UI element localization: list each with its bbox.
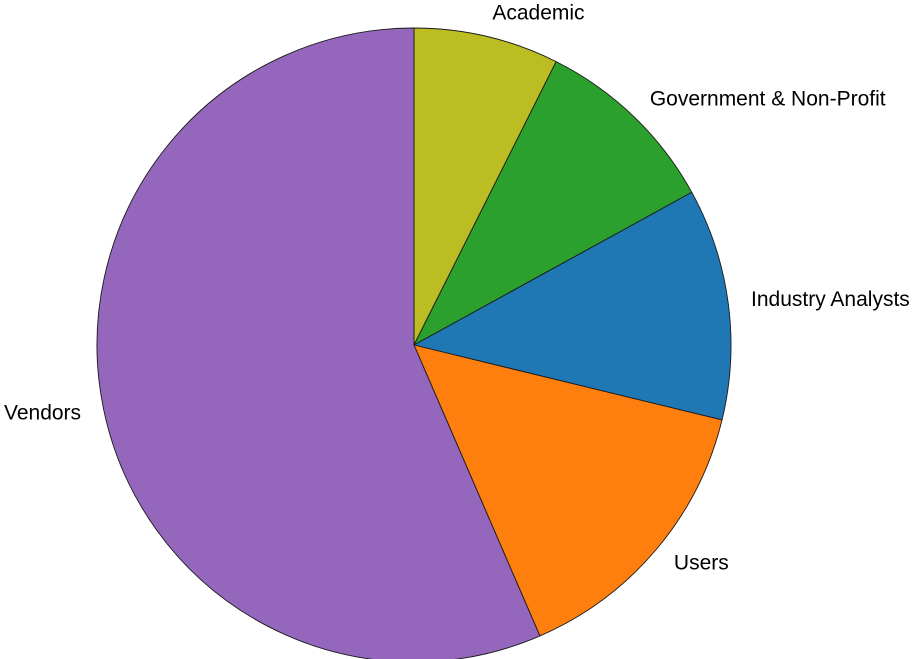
pie-slice-industry-analysts — [413, 191, 732, 421]
pie-label-industry-analysts: Industry Analysts — [751, 288, 910, 311]
pie-slice-users — [413, 344, 723, 637]
pie-slice-academic — [413, 27, 557, 346]
pie-slice-vendors — [96, 27, 541, 659]
pie-label-users: Users — [674, 552, 729, 575]
pie-labels: Academic Government & Non-Profit Industry … — [4, 2, 910, 575]
pie-slice-government-non-profit — [413, 61, 693, 346]
pie-label-academic: Academic — [492, 2, 584, 25]
pie-label-government-non-profit: Government & Non-Profit — [650, 88, 886, 111]
pie-label-vendors: Vendors — [4, 401, 81, 424]
pie-slices — [96, 27, 732, 659]
